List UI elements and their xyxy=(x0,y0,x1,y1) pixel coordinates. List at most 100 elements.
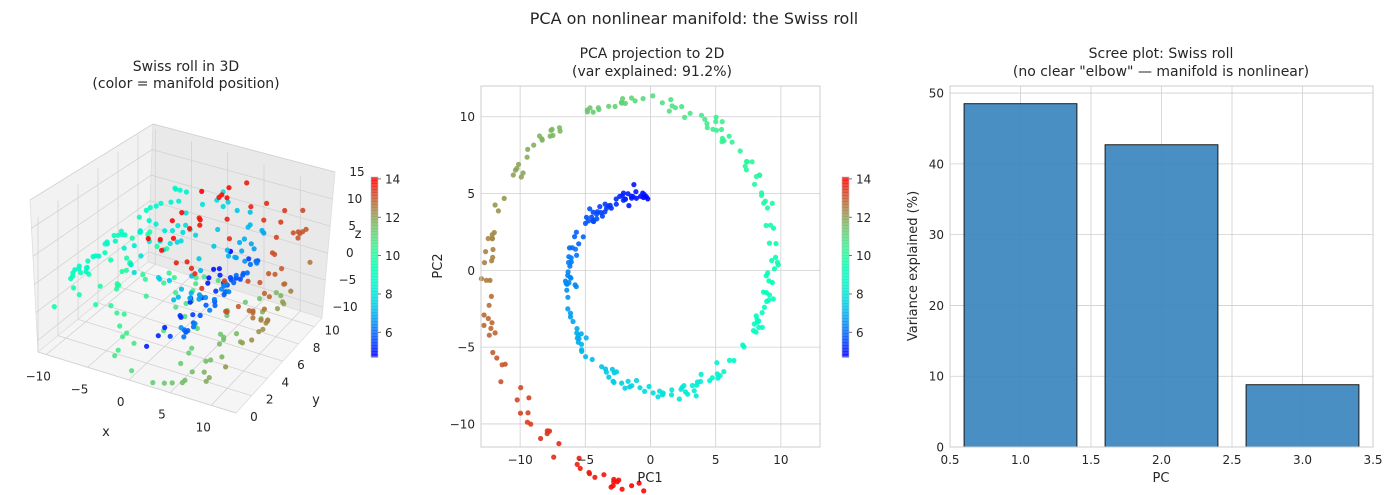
p1-point xyxy=(244,270,250,276)
p2-grid xyxy=(481,86,820,447)
p1-point xyxy=(184,259,190,265)
p2-point xyxy=(489,258,495,264)
p2-point xyxy=(757,172,763,179)
p1-cbar-cell xyxy=(371,234,378,238)
p2-cbar-cell xyxy=(842,351,849,355)
p1-point xyxy=(295,235,301,241)
p1-point xyxy=(225,253,232,259)
p1-point xyxy=(266,271,272,277)
p2-cbar-cell xyxy=(842,330,849,334)
p1-cbar-cell xyxy=(371,330,378,334)
p2-frame xyxy=(480,85,821,448)
p1-xtick: 5 xyxy=(158,408,166,422)
p2-point xyxy=(567,314,574,320)
p1-subtitle: (color = manifold position) xyxy=(92,76,279,92)
p2-cbar-cell xyxy=(842,285,849,289)
p1-point xyxy=(180,229,186,235)
p1-point xyxy=(173,260,179,266)
p2-cbar-cell xyxy=(842,324,849,328)
p1-point xyxy=(124,330,130,336)
p2-point xyxy=(524,154,530,160)
p1-point xyxy=(207,307,213,313)
p1-point xyxy=(169,380,175,386)
p1-point xyxy=(269,250,275,256)
p1-gridline-y xyxy=(57,335,252,397)
p2-cbar-cell xyxy=(842,219,849,223)
p1-point xyxy=(145,236,151,242)
p2-point xyxy=(490,349,496,356)
p3-bar xyxy=(1104,144,1219,448)
p1-point xyxy=(217,272,223,278)
p1-point xyxy=(128,262,134,268)
p2-point xyxy=(645,196,651,202)
p1-gridline-z xyxy=(149,225,326,281)
p1-point xyxy=(239,248,245,254)
p1-point xyxy=(150,380,156,386)
p2-point xyxy=(625,191,631,197)
p1-point xyxy=(278,219,284,225)
p2-cbar-ticklabel: 10 xyxy=(856,249,871,263)
p2-point xyxy=(704,121,710,127)
p2-point xyxy=(749,159,755,165)
p1-point xyxy=(173,304,179,310)
p1-point xyxy=(203,294,209,301)
p1-gridline-x xyxy=(169,299,265,393)
p1-cbar-cell xyxy=(371,354,378,358)
p1-ytick: 10 xyxy=(325,324,340,338)
p2-point xyxy=(698,112,705,118)
p1-point xyxy=(216,266,222,272)
p1-cbar-cell xyxy=(371,180,378,184)
p3-xlabel: PC xyxy=(1153,471,1170,486)
p1-point xyxy=(153,221,159,227)
p2-point xyxy=(769,257,775,264)
p1-point xyxy=(300,207,306,213)
p1-cbar-ticklabel: 6 xyxy=(385,326,393,340)
p1-point xyxy=(114,281,120,287)
p1-point xyxy=(203,378,209,384)
p1-point xyxy=(295,229,301,235)
p1-cbar-cell xyxy=(371,264,378,268)
p1-point xyxy=(226,236,232,242)
p1-point xyxy=(225,199,231,205)
p2-title: PCA projection to 2D xyxy=(580,46,725,62)
p2-point xyxy=(729,139,735,145)
p1-point xyxy=(279,266,285,272)
p2-point xyxy=(743,159,750,165)
p3-ylabel: Variance explained (%) xyxy=(906,191,921,341)
p1-gridline-z-left xyxy=(34,200,151,285)
p1-gridline-z xyxy=(152,123,336,173)
p1-point xyxy=(171,275,177,281)
p1-point xyxy=(193,275,199,281)
p1-point xyxy=(237,239,243,246)
p2-point xyxy=(625,378,631,384)
p2-point xyxy=(646,383,652,390)
p1-point xyxy=(183,210,189,216)
p3-ytick: 30 xyxy=(929,228,944,242)
p2-point xyxy=(637,385,643,391)
p2-xtick: −10 xyxy=(507,453,532,467)
p1-point xyxy=(192,321,198,327)
p2-point xyxy=(597,204,603,210)
p3-xtick: 1.5 xyxy=(1081,453,1100,467)
p1-point xyxy=(90,253,96,260)
p1-point xyxy=(199,285,205,291)
p1-gridline-z-left xyxy=(32,174,152,257)
p1-ztick: 15 xyxy=(349,165,364,179)
p1-point xyxy=(197,217,203,223)
p3-ytick: 50 xyxy=(929,87,944,101)
p2-point xyxy=(714,360,720,366)
p2-point xyxy=(774,259,781,265)
p1-point xyxy=(208,357,214,363)
p1-point xyxy=(223,364,229,370)
p1-point xyxy=(242,299,248,305)
p1-point xyxy=(182,313,188,320)
p2-point xyxy=(565,306,571,312)
p2-point xyxy=(614,479,620,485)
p1-point xyxy=(273,290,279,296)
p2-point xyxy=(613,369,620,375)
p1-point xyxy=(213,288,219,294)
p2-cbar-cell xyxy=(842,195,849,199)
p1-point xyxy=(248,241,254,247)
p2-cbar-cell xyxy=(842,327,849,331)
